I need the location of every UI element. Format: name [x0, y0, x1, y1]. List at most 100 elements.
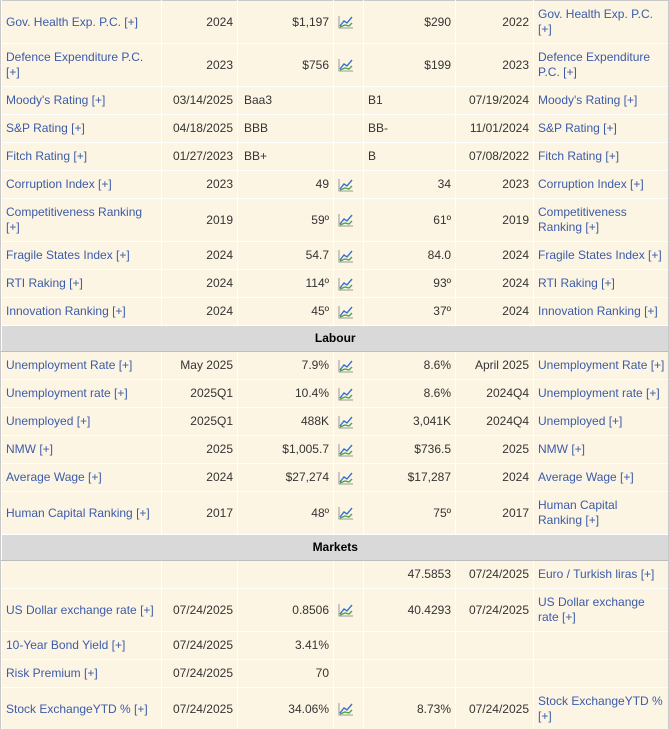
indicator-link-right[interactable]: Innovation Ranking [+] [538, 304, 658, 318]
date-left: 2025 [161, 435, 238, 464]
date-right: 2024 [455, 463, 534, 492]
chart-icon-cell [333, 170, 364, 199]
chart-icon-cell [333, 560, 364, 589]
value-left: $1,197 [237, 0, 334, 44]
indicator-link-left[interactable]: Average Wage [+] [6, 470, 102, 484]
indicator-link-right[interactable]: Unemployed [+] [538, 414, 623, 428]
mini-line-chart-icon[interactable] [338, 471, 354, 485]
indicator-link-left[interactable]: S&P Rating [+] [6, 121, 85, 135]
value-right: BB- [363, 114, 456, 143]
mini-line-chart-icon[interactable] [338, 305, 354, 319]
value-right: 40.4293 [363, 588, 456, 632]
date-left: 07/24/2025 [161, 631, 238, 660]
indicator-link-right[interactable]: Unemployment Rate [+] [538, 358, 665, 372]
indicator-name-right: NMW [+] [533, 435, 668, 464]
indicator-link-right[interactable]: Human Capital Ranking [+] [538, 498, 618, 527]
date-right: 2024Q4 [455, 407, 534, 436]
indicator-link-right[interactable]: Defence Expenditure P.C. [+] [538, 50, 651, 79]
date-right: 2024 [455, 297, 534, 326]
indicator-link-left[interactable]: Stock ExchangeYTD % [+] [6, 701, 148, 716]
indicator-link-left[interactable]: Fitch Rating [+] [6, 149, 88, 163]
indicator-link-left[interactable]: Unemployed [+] [6, 414, 91, 428]
indicator-name-right: S&P Rating [+] [533, 114, 668, 143]
indicator-link-left[interactable]: Moody's Rating [+] [6, 93, 106, 107]
indicator-link-right[interactable]: Euro / Turkish liras [+] [538, 567, 655, 581]
mini-line-chart-icon[interactable] [338, 213, 354, 227]
indicator-link-left[interactable]: Unemployment rate [+] [6, 386, 128, 400]
indicator-link-left[interactable]: Gov. Health Exp. P.C. [+] [6, 14, 138, 29]
mini-line-chart-icon[interactable] [338, 387, 354, 401]
value-right: 8.6% [363, 379, 456, 408]
indicator-link-right[interactable]: Moody's Rating [+] [538, 93, 638, 107]
value-left: 34.06% [237, 687, 334, 729]
indicator-name-left: Risk Premium [+] [1, 659, 162, 688]
value-right: $736.5 [363, 435, 456, 464]
date-right: 07/24/2025 [455, 560, 534, 589]
date-left: 07/24/2025 [161, 588, 238, 632]
indicator-row: Gov. Health Exp. P.C. [+] 2024 $1,197 $290 2… [1, 0, 668, 44]
date-left: 2024 [161, 0, 238, 44]
mini-line-chart-icon[interactable] [338, 506, 354, 520]
indicator-link-left[interactable]: 10-Year Bond Yield [+] [6, 638, 126, 652]
indicator-link-left[interactable]: Innovation Ranking [+] [6, 304, 126, 318]
indicator-name-right: Unemployment rate [+] [533, 379, 668, 408]
date-left: 07/24/2025 [161, 659, 238, 688]
indicator-link-right[interactable]: Competitiveness Ranking [+] [538, 205, 627, 234]
indicator-link-right[interactable]: NMW [+] [538, 442, 585, 456]
indicator-link-left[interactable]: RTI Raking [+] [6, 276, 83, 290]
indicator-link-right[interactable]: Gov. Health Exp. P.C. [+] [538, 7, 653, 36]
mini-line-chart-icon[interactable] [338, 702, 354, 716]
indicator-name-left [1, 560, 162, 589]
mini-line-chart-icon[interactable] [338, 249, 354, 263]
indicator-name-left: US Dollar exchange rate [+] [1, 588, 162, 632]
indicator-link-right[interactable]: US Dollar exchange rate [+] [538, 595, 645, 624]
indicator-row: Risk Premium [+] 07/24/2025 70 [1, 659, 668, 688]
indicator-link-left[interactable]: Competitiveness Ranking [+] [6, 205, 143, 234]
indicator-name-right: Competitiveness Ranking [+] [533, 198, 668, 242]
indicator-row: RTI Raking [+] 2024 114º 93º 2024 RTI Raking … [1, 269, 668, 298]
mini-line-chart-icon[interactable] [338, 359, 354, 373]
chart-icon-cell [333, 297, 364, 326]
date-left: 2024 [161, 241, 238, 270]
indicator-link-left[interactable]: Defence Expenditure P.C. [+] [6, 50, 144, 79]
indicator-link-right[interactable]: Unemployment rate [+] [538, 386, 660, 400]
indicator-name-left: RTI Raking [+] [1, 269, 162, 298]
indicator-link-left[interactable]: US Dollar exchange rate [+] [6, 602, 154, 617]
indicator-name-right: Innovation Ranking [+] [533, 297, 668, 326]
indicator-link-left[interactable]: Fragile States Index [+] [6, 248, 130, 262]
value-right: 3,041K [363, 407, 456, 436]
indicator-row: Innovation Ranking [+] 2024 45º 37º 2024 Inno… [1, 297, 668, 326]
indicator-link-left[interactable]: Unemployment Rate [+] [6, 358, 133, 372]
mini-line-chart-icon[interactable] [338, 178, 354, 192]
indicator-link-left[interactable]: Corruption Index [+] [6, 177, 112, 191]
indicator-link-left[interactable]: NMW [+] [6, 442, 53, 456]
mini-line-chart-icon[interactable] [338, 603, 354, 617]
indicator-row: Defence Expenditure P.C. [+] 2023 $756 $199… [1, 43, 668, 87]
indicator-link-right[interactable]: Average Wage [+] [538, 470, 634, 484]
value-right: 61º [363, 198, 456, 242]
indicator-name-left: Innovation Ranking [+] [1, 297, 162, 326]
mini-line-chart-icon[interactable] [338, 58, 354, 72]
indicator-link-right[interactable]: RTI Raking [+] [538, 276, 615, 290]
indicator-link-right[interactable]: S&P Rating [+] [538, 121, 617, 135]
indicator-link-right[interactable]: Corruption Index [+] [538, 177, 644, 191]
mini-line-chart-icon[interactable] [338, 277, 354, 291]
indicator-link-right[interactable]: Fitch Rating [+] [538, 149, 620, 163]
indicator-row: US Dollar exchange rate [+] 07/24/2025 0.8… [1, 588, 668, 632]
indicator-link-right[interactable]: Fragile States Index [+] [538, 248, 662, 262]
chart-icon-cell [333, 687, 364, 729]
indicator-link-left[interactable]: Human Capital Ranking [+] [6, 505, 150, 520]
mini-line-chart-icon[interactable] [338, 415, 354, 429]
mini-line-chart-icon[interactable] [338, 15, 354, 29]
indicator-name-left: S&P Rating [+] [1, 114, 162, 143]
value-right: B [363, 142, 456, 171]
value-right: 37º [363, 297, 456, 326]
indicator-link-right[interactable]: Stock ExchangeYTD % [+] [538, 694, 663, 723]
indicator-link-left[interactable]: Risk Premium [+] [6, 666, 98, 680]
indicator-row: Stock ExchangeYTD % [+] 07/24/2025 34.06% 8… [1, 687, 668, 729]
date-right: 2017 [455, 491, 534, 535]
value-left: 48º [237, 491, 334, 535]
mini-line-chart-icon[interactable] [338, 443, 354, 457]
indicator-name-right: Fragile States Index [+] [533, 241, 668, 270]
